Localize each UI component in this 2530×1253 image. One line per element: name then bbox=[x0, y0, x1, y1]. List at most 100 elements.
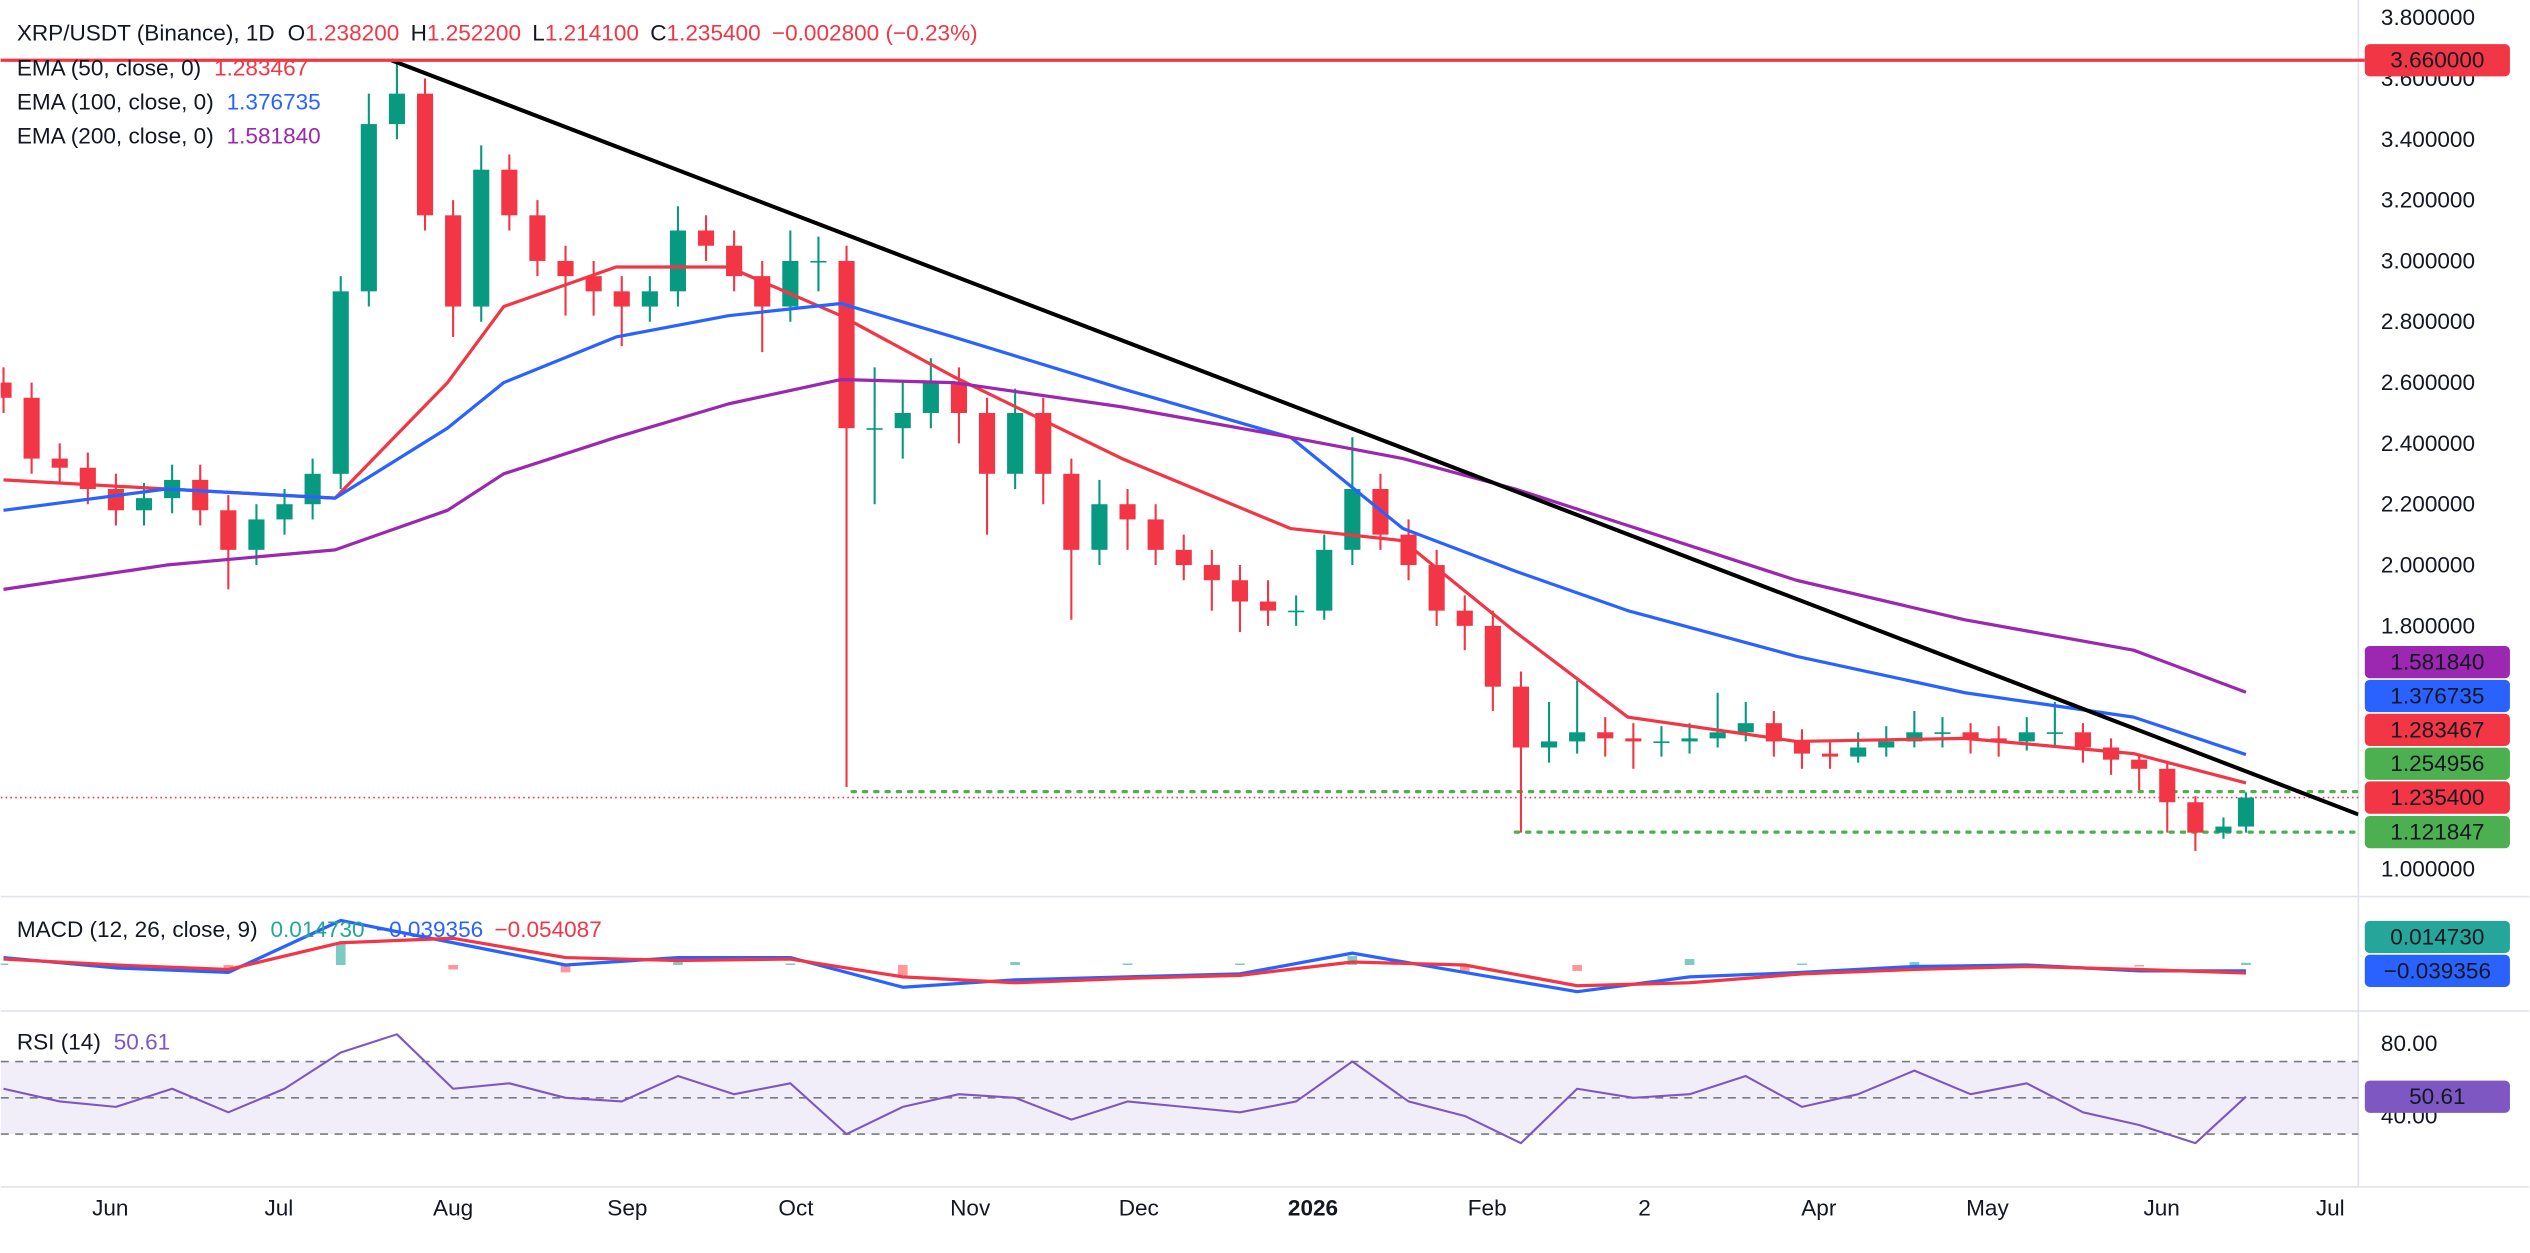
ema-value: 1.581840 bbox=[227, 123, 321, 148]
histogram-tag: 0.014730 bbox=[2390, 924, 2484, 949]
candle-body bbox=[2018, 732, 2035, 742]
ema-tag-box bbox=[2364, 679, 2510, 713]
last-price-tag: 1.235400 bbox=[2390, 785, 2484, 810]
histogram-bar bbox=[0, 963, 9, 965]
x-tick-label: Oct bbox=[778, 1195, 814, 1220]
candle-body bbox=[1456, 610, 1473, 626]
ohlc-key: L bbox=[532, 20, 545, 45]
candle-body bbox=[866, 428, 883, 430]
histogram-bar bbox=[2241, 962, 2251, 965]
histogram-bar bbox=[2134, 964, 2145, 967]
support-tag: 1.254956 bbox=[2390, 751, 2484, 776]
ema-tag: 1.376735 bbox=[2390, 683, 2484, 708]
ema-tag: 1.283467 bbox=[2390, 717, 2484, 742]
candle-body bbox=[1091, 504, 1108, 550]
y-tick-label: 2.200000 bbox=[2381, 492, 2475, 517]
signal-line bbox=[3, 936, 2247, 988]
candle-body bbox=[669, 230, 686, 292]
candle-body bbox=[1906, 732, 1923, 742]
histogram-bar bbox=[448, 964, 458, 970]
x-tick-label: 2 bbox=[1638, 1195, 1651, 1220]
x-tick-label: Jul bbox=[2316, 1195, 2345, 1220]
ema-legend: EMA (100, close, 0) 1.376735 bbox=[17, 89, 321, 114]
candle-body bbox=[2046, 732, 2063, 734]
histogram-bar bbox=[335, 942, 346, 965]
histogram-bar bbox=[1010, 962, 1020, 965]
candle-body bbox=[1316, 549, 1333, 611]
candle-body bbox=[613, 291, 630, 307]
ohlc-value: 1.238200 bbox=[305, 20, 399, 45]
histogram-bar bbox=[1572, 964, 1582, 971]
candle-body bbox=[1681, 738, 1698, 742]
candle-body bbox=[557, 260, 574, 277]
candle-body bbox=[388, 93, 405, 125]
candle-body bbox=[220, 510, 237, 550]
support-tag: 1.121847 bbox=[2390, 820, 2484, 845]
histogram-bar bbox=[223, 964, 234, 968]
ohlc-key: H bbox=[411, 20, 427, 45]
ema-value: 1.376735 bbox=[227, 89, 321, 114]
price-pane bbox=[0, 58, 2359, 851]
last-price-tag-box bbox=[2364, 781, 2510, 814]
x-tick-label: Jun bbox=[92, 1195, 128, 1220]
candle-body bbox=[501, 169, 518, 216]
ema-line bbox=[3, 377, 2247, 694]
macd-pane bbox=[0, 918, 2251, 994]
candle-body bbox=[2131, 759, 2148, 769]
candle-body bbox=[304, 473, 321, 505]
candle-body bbox=[1288, 610, 1305, 613]
ema-legend: EMA (50, close, 0) 1.283467 bbox=[17, 55, 308, 80]
candle-body bbox=[0, 382, 12, 398]
candle-body bbox=[23, 397, 40, 459]
change: −0.002800 (−0.23%) bbox=[772, 20, 978, 45]
macd-tag-box bbox=[2364, 954, 2510, 987]
x-tick-label: May bbox=[1966, 1195, 2009, 1220]
candle-body bbox=[445, 215, 462, 307]
candle-body bbox=[978, 412, 996, 474]
ema-tag-box bbox=[2364, 645, 2510, 679]
macd-legend: MACD (12, 26, close, 9) 0.014730 −0.039356… bbox=[17, 916, 602, 941]
histogram-bar bbox=[673, 962, 683, 965]
header: XRP/USDT (Binance), 1D O1.238200 H1.252200… bbox=[17, 20, 978, 45]
rsi-line bbox=[3, 1033, 2247, 1145]
x-tick-label: 2026 bbox=[1288, 1195, 1338, 1220]
candle-body bbox=[2215, 826, 2232, 833]
rsi-tag: 50.61 bbox=[2409, 1084, 2465, 1109]
y-tick-label: 1.800000 bbox=[2381, 613, 2475, 638]
ohlc-value: 1.235400 bbox=[667, 20, 761, 45]
candle-body bbox=[1625, 738, 1642, 742]
candle-body bbox=[135, 498, 153, 511]
candle-body bbox=[782, 260, 799, 307]
candle-body bbox=[1175, 549, 1192, 566]
macd-tag: −0.039356 bbox=[2384, 958, 2491, 983]
rsi-title: RSI (14) bbox=[17, 1029, 101, 1054]
candle-body bbox=[1821, 753, 1839, 757]
candle-body bbox=[697, 230, 715, 246]
candle-body bbox=[1878, 741, 1895, 748]
candle-body bbox=[1484, 625, 1501, 687]
candle-body bbox=[950, 382, 968, 413]
histogram-bar bbox=[1459, 964, 1470, 973]
ohlc-value: 1.214100 bbox=[545, 20, 639, 45]
histogram-bar bbox=[1909, 962, 1920, 965]
histogram-bar bbox=[1797, 963, 1807, 965]
histogram-bar bbox=[897, 964, 908, 976]
candle-body bbox=[2187, 802, 2204, 833]
x-tick-label: Jun bbox=[2143, 1195, 2179, 1220]
candle-body bbox=[1344, 489, 1361, 550]
candle-body bbox=[810, 260, 827, 263]
candle-body bbox=[1737, 723, 1754, 733]
candle-body bbox=[1063, 473, 1080, 550]
candle-body bbox=[1203, 565, 1220, 581]
resistance-tag: 3.660000 bbox=[2390, 48, 2484, 73]
support-tag-box bbox=[2364, 815, 2510, 849]
ema-value: 1.283467 bbox=[214, 55, 308, 80]
x-tick-label: Nov bbox=[950, 1195, 991, 1220]
x-tick-label: Dec bbox=[1119, 1195, 1159, 1220]
y-tick-label: 2.600000 bbox=[2381, 370, 2475, 395]
ema-line bbox=[3, 301, 2247, 757]
histogram-bar bbox=[560, 964, 571, 973]
candle-body bbox=[641, 291, 658, 307]
overlay: 1.000000 1.800000 2.000000 2.200000 2.400000… bbox=[0, 5, 2510, 1220]
